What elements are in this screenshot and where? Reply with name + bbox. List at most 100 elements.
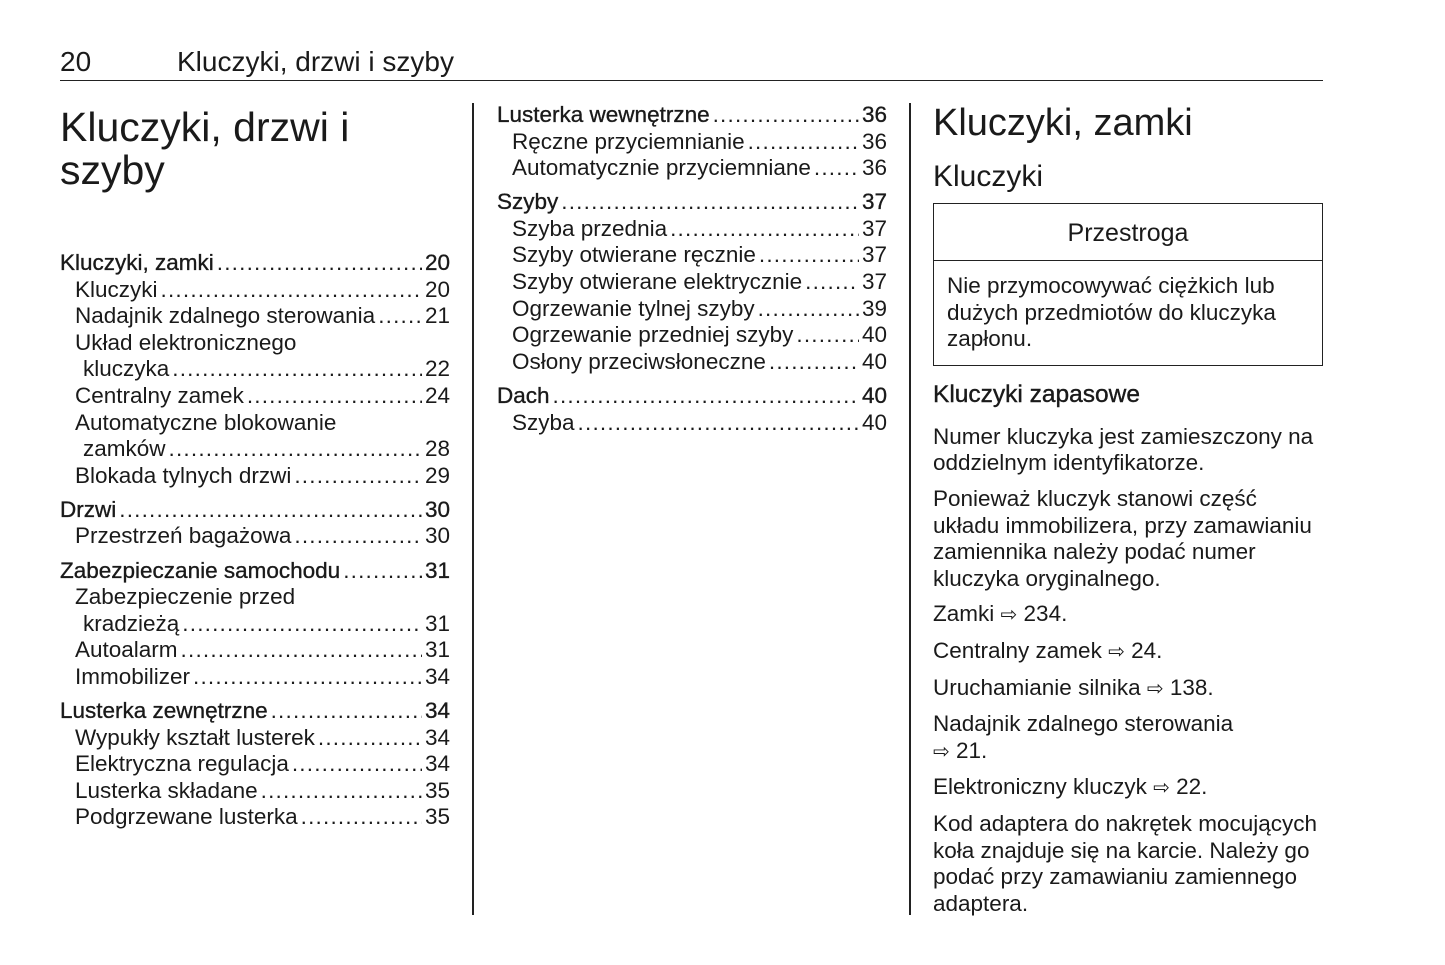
toc-page-number: 34: [424, 751, 450, 777]
toc-entry[interactable]: Układ elektronicznego: [60, 330, 450, 357]
dot-leader: [247, 383, 422, 410]
toc-entry-title: Nadajnik zdalnego sterowania: [75, 303, 376, 329]
toc-entry[interactable]: Szyba przednia 37: [497, 216, 887, 243]
chapter-title: Kluczyki, drzwi i szyby: [60, 104, 350, 193]
toc-entry-continuation[interactable]: kradzieżą 31: [60, 611, 450, 638]
paragraph-text: Numer kluczyka jest zamieszczony na oddz…: [933, 423, 1314, 476]
toc-entry-title: Blokada tylnych drzwi: [75, 462, 292, 488]
toc-entry-continuation[interactable]: zamków 28: [60, 436, 450, 463]
toc-entry-title: Lusterka składane: [75, 777, 258, 803]
paragraph-text: Kod adaptera do nakrętek mocujących koła…: [933, 810, 1317, 916]
toc-entry[interactable]: Ogrzewanie tylnej szyby 39: [497, 296, 887, 323]
arrow-right-outline-icon: ⇨: [1153, 777, 1170, 800]
column-3: Kluczyki, zamki Kluczyki Przestroga Nie …: [933, 102, 1323, 926]
dot-leader: [271, 698, 422, 725]
page-reference[interactable]: 24.: [1131, 637, 1163, 663]
dot-leader: [748, 129, 859, 156]
toc-entry-title: Autoalarm: [75, 637, 178, 663]
caution-box: Przestroga Nie przymocowywać ciężkich lu…: [933, 203, 1323, 366]
column-divider: [909, 103, 911, 915]
section-title: Kluczyki, zamki: [933, 102, 1193, 144]
toc-entry-title: Drzwi: [60, 496, 117, 522]
toc-entry-title: Kluczyki, zamki: [60, 250, 214, 275]
toc-page-number: 34: [424, 698, 450, 723]
toc-entry[interactable]: Immobilizer 34: [60, 664, 450, 691]
spare-keys-heading: Kluczyki zapasowe: [933, 380, 1140, 408]
toc-entry[interactable]: Szyby otwierane ręcznie 37: [497, 242, 887, 269]
page-reference[interactable]: 21.: [956, 737, 988, 763]
toc-entry[interactable]: Przestrzeń bagażowa 30: [60, 523, 450, 550]
paragraph-text: Zamki: [933, 601, 995, 627]
toc-entry[interactable]: Ogrzewanie przedniej szyby 40: [497, 322, 887, 349]
toc-entry[interactable]: Drzwi 30: [60, 497, 450, 524]
toc-entry[interactable]: Zabezpieczenie przed: [60, 584, 450, 611]
toc-entry[interactable]: Automatyczne blokowanie: [60, 410, 450, 437]
toc-entry[interactable]: Ręczne przyciemnianie 36: [497, 129, 887, 156]
toc-page-number: 39: [861, 295, 887, 321]
page-reference[interactable]: 22.: [1176, 774, 1208, 800]
dot-leader: [182, 611, 422, 638]
dot-leader: [343, 558, 422, 585]
dot-leader: [805, 269, 859, 296]
toc-page-number: 36: [861, 102, 887, 127]
toc-entry-title: Lusterka zewnętrzne: [60, 698, 268, 723]
paragraph: Zamki ⇨ 234.: [933, 601, 1323, 629]
toc-entry[interactable]: Lusterka składane 35: [60, 778, 450, 805]
toc-entry[interactable]: Centralny zamek 24: [60, 383, 450, 410]
toc-entry[interactable]: Kluczyki 20: [60, 277, 450, 304]
toc-page-number: 37: [861, 269, 887, 295]
page-reference[interactable]: 234.: [1023, 601, 1068, 627]
toc-page-number: 29: [424, 462, 450, 488]
toc-entry-title: Szyby otwierane ręcznie: [512, 242, 756, 268]
toc-page-number: 20: [424, 276, 450, 302]
toc-entry[interactable]: Zabezpieczanie samochodu 31: [60, 557, 450, 585]
toc-entry-title: Zabezpieczanie samochodu: [60, 557, 341, 583]
toc-entry[interactable]: Autoalarm 31: [60, 637, 450, 664]
caution-heading: Przestroga: [934, 204, 1322, 261]
toc-entry[interactable]: Blokada tylnych drzwi 29: [60, 463, 450, 490]
toc-entry[interactable]: Podgrzewane lusterka 35: [60, 804, 450, 831]
toc-entry-title: Dach: [497, 382, 550, 408]
toc-entry[interactable]: Osłony przeciwsłoneczne 40: [497, 349, 887, 376]
dot-leader: [193, 664, 422, 691]
dot-leader: [769, 349, 859, 376]
toc-page-number: 28: [424, 436, 450, 462]
toc-entry[interactable]: Kluczyki, zamki 20: [60, 250, 450, 277]
column-1: Kluczyki, drzwi i szyby Kluczyki, zamki 2…: [60, 103, 450, 831]
paragraph: Uruchamianie silnika ⇨ 138.: [933, 675, 1323, 703]
toc-entry-title: Immobilizer: [75, 663, 191, 689]
toc-entry[interactable]: Nadajnik zdalnego sterowania 21: [60, 303, 450, 330]
toc-page-number: 37: [861, 189, 887, 215]
toc-entry[interactable]: Dach 40: [497, 383, 887, 410]
caution-text: Nie przymocowywać ciężkich lub dużych pr…: [947, 273, 1276, 352]
toc-page-number: 22: [424, 356, 450, 382]
page-reference[interactable]: 138.: [1169, 674, 1214, 700]
dot-leader: [294, 523, 422, 550]
toc-page-number: 36: [861, 128, 887, 154]
toc-entry-title: Automatyczne blokowanie: [75, 409, 337, 435]
dot-leader: [378, 303, 422, 330]
toc-entry[interactable]: Lusterka wewnętrzne 36: [497, 102, 887, 129]
dot-leader: [578, 410, 859, 437]
paragraph: Numer kluczyka jest zamieszczony na oddz…: [933, 424, 1323, 477]
toc-page-number: 20: [424, 250, 450, 275]
toc-entry[interactable]: Automatycznie przyciemniane 36: [497, 155, 887, 182]
toc-entry[interactable]: Szyby otwierane elektrycznie 37: [497, 269, 887, 296]
toc-entry[interactable]: Elektryczna regulacja 34: [60, 751, 450, 778]
toc-entry[interactable]: Szyby 37: [497, 189, 887, 216]
toc-entry[interactable]: Szyba 40: [497, 410, 887, 437]
toc-page-number: 34: [424, 724, 450, 750]
toc-entry-title-cont: kluczyka: [83, 356, 170, 382]
toc-page-number: 37: [861, 215, 887, 241]
dot-leader: [553, 383, 859, 410]
toc-page-number: 35: [424, 777, 450, 803]
toc-entry[interactable]: Wypukły kształt lusterek 34: [60, 725, 450, 752]
toc-entry-continuation[interactable]: kluczyka 22: [60, 356, 450, 383]
dot-leader: [318, 725, 422, 752]
toc-entry[interactable]: Lusterka zewnętrzne 34: [60, 698, 450, 725]
toc-entry-title: Centralny zamek: [75, 382, 244, 408]
dot-leader: [181, 637, 422, 664]
toc-page-number: 40: [861, 409, 887, 435]
toc-entry-title: Przestrzeń bagażowa: [75, 523, 292, 549]
section-body: Numer kluczyka jest zamieszczony na oddz…: [933, 424, 1323, 918]
